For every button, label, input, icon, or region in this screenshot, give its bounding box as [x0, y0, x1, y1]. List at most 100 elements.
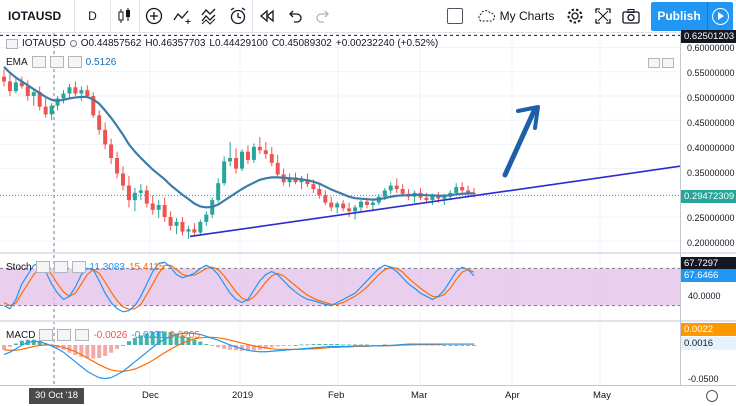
- symbol-search-button[interactable]: IOTAUSD: [0, 0, 75, 33]
- publish-video-button[interactable]: [707, 1, 733, 31]
- pane-controls: [648, 58, 674, 68]
- macd-legend[interactable]: MACD -0.0026 -0.0231 0.0205: [6, 329, 200, 341]
- candle-body: [234, 157, 239, 169]
- indicators-icon[interactable]: [196, 0, 224, 33]
- macd-histogram-bar: [454, 345, 459, 346]
- candle-body: [251, 146, 256, 160]
- stoch-name: Stoch: [6, 261, 32, 273]
- candle-body: [91, 95, 96, 116]
- stoch-k-value: 11.3083: [89, 261, 125, 273]
- macd-histogram-bar: [281, 345, 286, 346]
- chart-settings-gear-icon[interactable]: [706, 390, 718, 402]
- candle-body: [126, 185, 131, 201]
- date-label-dec: Dec: [142, 390, 159, 401]
- publish-button[interactable]: Publish: [651, 1, 707, 31]
- stoch-band: [0, 268, 680, 306]
- candle-body: [55, 98, 60, 106]
- macd-histogram-bar: [442, 345, 447, 346]
- macd-histogram-bar: [19, 340, 24, 345]
- ema-more-icon[interactable]: [67, 56, 82, 68]
- macd-histogram-bar: [335, 344, 340, 345]
- ema-value: 0.5126: [85, 56, 117, 68]
- collapse-legend-icon[interactable]: [6, 38, 18, 49]
- candle-body: [156, 204, 161, 210]
- replay-icon[interactable]: [253, 0, 281, 33]
- stoch-tag-1: 67.7297: [681, 257, 736, 270]
- macd-histogram-bar: [359, 344, 363, 346]
- macd-histogram-bar: [180, 335, 185, 345]
- legend-dot-icon[interactable]: [69, 40, 77, 47]
- macd-tag-1: 0.0022: [681, 323, 736, 336]
- candles-icon[interactable]: [111, 0, 139, 33]
- undo-icon[interactable]: [281, 0, 309, 33]
- macd-histogram-bar: [317, 344, 322, 345]
- ema-settings-icon[interactable]: [49, 56, 64, 68]
- play-icon: [712, 7, 729, 25]
- ema-legend[interactable]: EMA 0.5126: [6, 56, 116, 68]
- stoch-tag-2: 67.6466: [681, 269, 736, 282]
- legend-open: O0.44857562: [80, 38, 142, 49]
- macd-histogram-bar: [251, 345, 256, 351]
- macd-histogram-bar: [43, 343, 48, 345]
- macd-eye-icon[interactable]: [39, 329, 54, 341]
- candle-body: [323, 195, 328, 203]
- compare-icon[interactable]: [168, 0, 196, 33]
- macd-histogram-bar: [126, 341, 131, 345]
- candle-body: [132, 192, 137, 201]
- candle-body: [216, 183, 221, 201]
- macd-histogram-bar: [228, 345, 233, 350]
- chart-canvas[interactable]: [0, 33, 736, 406]
- pane-up-icon[interactable]: [648, 58, 660, 68]
- redo-icon[interactable]: [309, 0, 337, 33]
- macd-histogram-bar: [168, 332, 173, 345]
- macd-histogram-bar: [115, 345, 120, 349]
- time-axis-border: [0, 385, 736, 386]
- candle-body: [138, 190, 143, 193]
- pane-separator: [0, 252, 736, 254]
- macd-histogram-bar: [138, 335, 143, 345]
- stoch-d-line: [3, 264, 475, 310]
- candle-body: [180, 221, 185, 232]
- macd-histogram-bar: [472, 345, 477, 346]
- macd-histogram-bar: [341, 344, 346, 346]
- add-indicator-icon[interactable]: [140, 0, 168, 33]
- macd-histogram-bar: [91, 345, 96, 359]
- candle-body: [388, 185, 393, 191]
- ema-eye-icon[interactable]: [31, 56, 46, 68]
- layout-square-icon[interactable]: [441, 0, 469, 33]
- macd-axis-label: -0.0500: [688, 374, 719, 384]
- macd-histogram-bar: [156, 331, 161, 345]
- candle-body: [109, 144, 114, 158]
- price-axis-border: [680, 33, 681, 385]
- candle-body: [222, 161, 227, 184]
- candle-body: [364, 201, 369, 205]
- stoch-d-value: 15.4115: [128, 261, 165, 273]
- settings-gear-icon[interactable]: [561, 0, 589, 33]
- macd-settings-icon[interactable]: [57, 329, 72, 341]
- stoch-legend[interactable]: Stoch 11.3083 15.4115: [6, 261, 164, 273]
- snapshot-camera-icon[interactable]: [617, 0, 645, 33]
- macd-histogram-bar: [347, 344, 352, 346]
- alert-clock-icon[interactable]: [224, 0, 252, 33]
- candle-body: [204, 214, 209, 222]
- macd-more-icon[interactable]: [75, 329, 90, 341]
- date-label-feb: Feb: [328, 390, 345, 401]
- candle-body: [245, 151, 250, 160]
- price-axis-label: 0.55000000: [687, 68, 735, 78]
- macd-histogram-bar: [150, 332, 155, 345]
- candle-body: [317, 188, 322, 196]
- my-charts-button[interactable]: My Charts: [469, 0, 561, 33]
- stoch-eye-icon[interactable]: [35, 261, 50, 273]
- pane-down-icon[interactable]: [662, 58, 674, 68]
- candle-body: [299, 179, 304, 183]
- macd-name: MACD: [6, 329, 36, 341]
- legend-high: H0.46357703: [145, 38, 206, 49]
- interval-button[interactable]: D: [75, 0, 111, 33]
- candle-body: [13, 82, 18, 92]
- candle-body: [43, 106, 48, 115]
- stoch-more-icon[interactable]: [71, 261, 86, 273]
- macd-histogram-bar: [466, 345, 471, 346]
- candle-body: [228, 157, 233, 162]
- stoch-settings-icon[interactable]: [53, 261, 68, 273]
- fullscreen-icon[interactable]: [589, 0, 617, 33]
